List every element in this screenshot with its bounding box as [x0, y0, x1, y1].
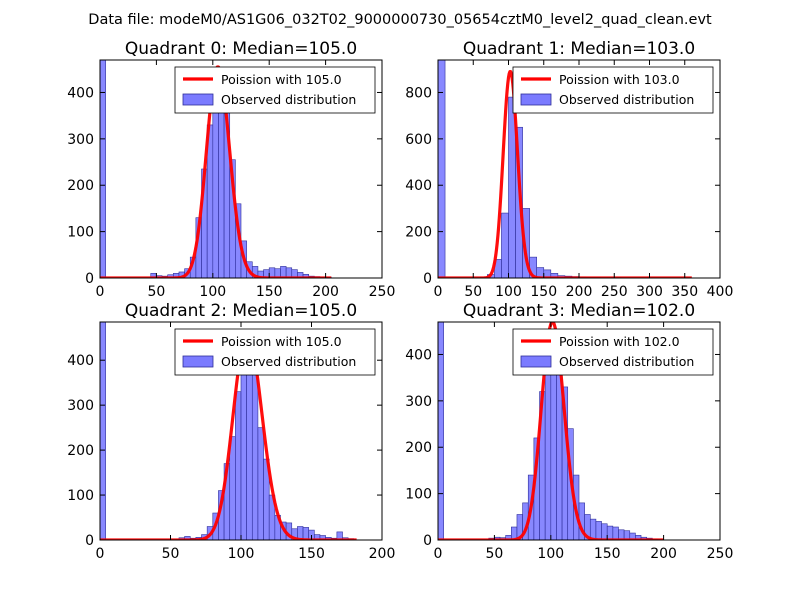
y-tick-label: 300 [67, 398, 94, 414]
histogram-bar [336, 531, 343, 540]
histogram-bar [595, 521, 602, 540]
y-tick-label: 100 [67, 225, 94, 241]
x-tick-label: 150 [298, 546, 325, 562]
x-tick-label: 50 [485, 546, 503, 562]
y-tick-label: 400 [67, 353, 94, 369]
x-tick-label: 150 [594, 546, 621, 562]
y-tick-label: 0 [85, 533, 94, 549]
y-tick-label: 0 [423, 533, 432, 549]
histogram-bar [240, 364, 247, 540]
x-tick-label: 150 [530, 284, 557, 300]
histogram-bar [601, 523, 608, 540]
histogram-bar [501, 212, 509, 278]
legend: Poission with 105.0 Observed distribution [174, 328, 376, 376]
x-tick-label: 200 [369, 546, 396, 562]
y-tick-label: 200 [67, 443, 94, 459]
legend-bar-swatch [520, 93, 552, 106]
x-tick-label: 200 [650, 546, 677, 562]
figure-suptitle: Data file: modeM0/AS1G06_032T02_90000007… [88, 12, 712, 28]
histogram-bar [251, 368, 259, 540]
axes-frame [99, 59, 383, 279]
legend: Poission with 103.0 Observed distribution [512, 66, 714, 114]
x-tick-label: 150 [256, 284, 283, 300]
x-tick-label: 200 [566, 284, 593, 300]
y-tick-label: 100 [67, 488, 94, 504]
histogram-bar [280, 266, 287, 278]
x-tick-label: 100 [537, 546, 564, 562]
legend-line-label: Poission with 103.0 [559, 72, 680, 87]
y-tick-label: 0 [423, 271, 432, 287]
histogram-bar [589, 518, 597, 540]
x-tick-label: 200 [312, 284, 339, 300]
y-tick-label: 600 [405, 132, 432, 148]
y-tick-label: 400 [405, 347, 432, 363]
histogram-bar [544, 356, 552, 540]
histogram-bar [229, 436, 236, 540]
quadrant-title: Quadrant 3: Median=102.0 [463, 301, 695, 321]
x-tick-label: 0 [96, 546, 105, 562]
legend-bar-swatch [182, 93, 214, 106]
x-tick-label: 250 [601, 284, 628, 300]
histogram-bar [612, 526, 619, 540]
y-tick-label: 100 [405, 487, 432, 503]
quadrant-title: Quadrant 2: Median=105.0 [125, 301, 357, 321]
plot-content [438, 322, 665, 540]
histogram-bar [235, 391, 242, 540]
y-tick-label: 300 [405, 394, 432, 410]
legend-bar-label: Observed distribution [221, 354, 356, 369]
histogram-bar [257, 427, 264, 540]
quadrant-2-plot: 0 50 100 150 200 0 100 200 300 400 Quadrant 2: Med… [67, 301, 395, 562]
x-tick-label: 50 [464, 284, 482, 300]
x-tick-label: 250 [707, 546, 734, 562]
y-tick-label: 200 [405, 225, 432, 241]
legend-bar-label: Observed distribution [559, 92, 694, 107]
quadrant-0-plot: 0 50 100 150 200 250 0 100 200 300 400 Quadrant 0: … [67, 39, 395, 300]
legend-bar-swatch [182, 355, 214, 368]
x-tick-label: 400 [707, 284, 734, 300]
x-tick-label: 0 [434, 284, 443, 300]
legend: Poission with 105.0 Observed distribution [174, 66, 376, 114]
quadrant-1-plot: 0 50 100 150 200 250 300 350 400 0 200 400 600 800 Qua… [405, 39, 733, 300]
legend: Poission with 102.0 Observed distribution [512, 328, 714, 376]
x-tick-label: 350 [671, 284, 698, 300]
axes-frame [437, 321, 721, 541]
histogram-bar [100, 322, 106, 540]
x-tick-label: 0 [96, 284, 105, 300]
quadrant-3-plot: 0 50 100 150 200 250 0 100 200 300 400 Quadrant 3: … [405, 301, 733, 562]
legend-bar-label: Observed distribution [559, 354, 694, 369]
x-tick-label: 250 [369, 284, 396, 300]
y-tick-label: 800 [405, 85, 432, 101]
y-tick-label: 0 [85, 271, 94, 287]
x-tick-label: 300 [636, 284, 663, 300]
plot-content [100, 322, 357, 540]
x-tick-label: 100 [199, 284, 226, 300]
x-tick-label: 50 [147, 284, 165, 300]
x-tick-label: 100 [228, 546, 255, 562]
y-tick-label: 400 [405, 178, 432, 194]
legend-line-label: Poission with 105.0 [221, 334, 342, 349]
quadrant-title: Quadrant 1: Median=103.0 [463, 39, 695, 59]
y-tick-label: 400 [67, 85, 94, 101]
x-tick-label: 0 [434, 546, 443, 562]
y-tick-label: 200 [67, 178, 94, 194]
histogram-bar [100, 60, 106, 278]
y-tick-label: 200 [405, 440, 432, 456]
histogram-bar [606, 525, 614, 540]
quadrant-plots: 0 50 100 150 200 250 0 100 200 300 400 Quadrant 0: … [67, 39, 733, 562]
y-tick-label: 300 [67, 132, 94, 148]
histogram-bar [302, 527, 309, 540]
quadrant-title: Quadrant 0: Median=105.0 [125, 39, 357, 59]
legend-bar-label: Observed distribution [221, 92, 356, 107]
legend-line-label: Poission with 102.0 [559, 334, 680, 349]
histogram-bar [438, 60, 446, 278]
x-tick-label: 100 [495, 284, 522, 300]
x-tick-label: 50 [162, 546, 180, 562]
legend-bar-swatch [520, 355, 552, 368]
histogram-bar [438, 322, 444, 540]
legend-line-label: Poission with 105.0 [221, 72, 342, 87]
